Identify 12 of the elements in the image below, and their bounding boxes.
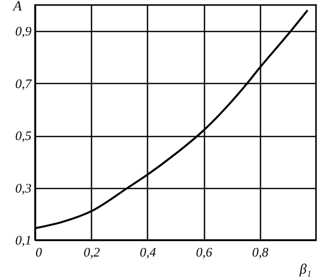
x-axis-title: β₁: [298, 262, 312, 277]
x-tick-label: 0,4: [140, 244, 157, 260]
y-tick-label: 0,3: [15, 180, 32, 196]
x-tick-label: 0,8: [252, 244, 269, 260]
y-axis-title: A: [12, 0, 22, 14]
x-tick-label: 0: [36, 244, 42, 260]
x-tick-label: 0,2: [84, 244, 100, 260]
x-tick-label: 0,6: [196, 244, 213, 260]
y-tick-label: 0,7: [15, 76, 32, 91]
y-tick-label: 0,1: [15, 232, 32, 248]
y-tick-label: 0,5: [15, 128, 32, 144]
y-tick-label: 0,9: [15, 24, 32, 39]
